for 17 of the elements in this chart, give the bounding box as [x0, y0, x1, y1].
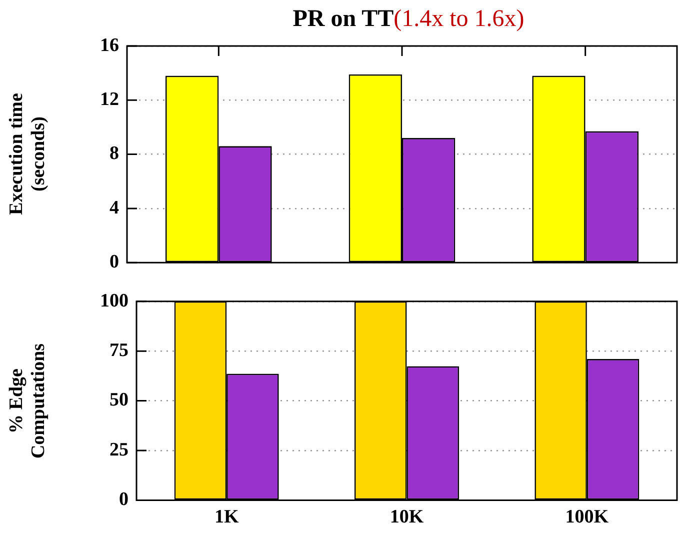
x-tick-label: 10K	[390, 506, 424, 528]
y-tick-label: 0	[119, 489, 128, 510]
chart-subtitle: (1.4x to 1.6x)	[394, 6, 524, 32]
x-tick-label: 1K	[214, 506, 239, 528]
y-axis-title: % Edge Computations	[6, 342, 50, 460]
y-tick-label: 4	[110, 197, 120, 218]
y-tick-label: 16	[100, 34, 119, 56]
y-tick-label: 50	[110, 390, 128, 411]
y-tick-label: 75	[110, 340, 128, 362]
y-tick-label: 25	[110, 439, 128, 460]
x-tick-label: 100K	[565, 506, 609, 528]
chart-title: PR on TT	[292, 6, 394, 32]
y-axis-title: Execution time (seconds)	[6, 92, 50, 218]
y-tick-label: 100	[100, 290, 128, 312]
y-tick-label: 12	[100, 89, 119, 110]
y-tick-label: 0	[110, 252, 119, 273]
y-tick-label: 8	[110, 143, 119, 164]
